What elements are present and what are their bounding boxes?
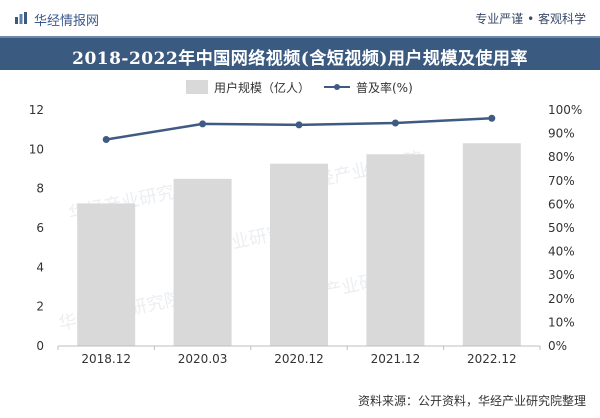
chart-axes: 2018.12 2020.03 2020.12 2021.12 2022.12 0 2 4 6 8… bbox=[29, 103, 583, 366]
slogan: 专业严谨 • 客观科学 bbox=[475, 12, 586, 26]
x-tick-label: 2020.12 bbox=[274, 352, 324, 366]
y-right-tick-label: 100% bbox=[548, 103, 582, 117]
y-right-tick-label: 50% bbox=[548, 221, 575, 235]
y-left-tick-label: 10 bbox=[29, 142, 44, 156]
rate-point-2021.12 bbox=[391, 119, 399, 127]
y-right-tick-label: 30% bbox=[548, 268, 575, 282]
y-left-tick-label: 0 bbox=[36, 339, 44, 353]
chart-legend: 用户规模（亿人） 普及率(%) bbox=[186, 80, 413, 95]
rate-point-2020.03 bbox=[199, 120, 207, 128]
y-right-tick-label: 0% bbox=[548, 339, 567, 353]
rate-point-2018.12 bbox=[102, 136, 110, 143]
bar-2021.12 bbox=[366, 154, 425, 346]
bar-series bbox=[77, 143, 521, 346]
y-left-tick-label: 6 bbox=[36, 221, 44, 235]
legend-line-label: 普及率(%) bbox=[356, 80, 413, 95]
bar-2022.12 bbox=[462, 143, 521, 346]
chart-title: 2018-2022年中国网络视频(含短视频)用户规模及使用率 bbox=[72, 49, 528, 69]
y-right-tick-label: 90% bbox=[548, 127, 575, 141]
line-series bbox=[102, 114, 496, 143]
y-left-tick-label: 2 bbox=[36, 300, 44, 314]
combo-chart: 华经产业研究院华经产业研究院华经产业研究院华经产业研究院华经产业研究院 用户规模… bbox=[29, 80, 583, 366]
bar-2020.12 bbox=[270, 163, 328, 346]
y-right-tick-label: 20% bbox=[548, 292, 575, 306]
x-tick-label: 2018.12 bbox=[81, 352, 131, 366]
y-left-tick-label: 8 bbox=[36, 182, 44, 196]
y-right-tick-label: 70% bbox=[548, 174, 575, 188]
y-left-tick-label: 12 bbox=[29, 103, 44, 117]
legend-bar-label: 用户规模（亿人） bbox=[214, 80, 310, 95]
rate-point-2022.12 bbox=[488, 114, 496, 122]
title-bar: 2018-2022年中国网络视频(含短视频)用户规模及使用率 bbox=[0, 36, 600, 70]
bar-2018.12 bbox=[77, 203, 136, 346]
legend-bar-swatch bbox=[186, 80, 208, 94]
header-bar: 华经情报网 专业严谨 • 客观科学 bbox=[0, 0, 600, 36]
bar-2020.03 bbox=[173, 178, 232, 346]
y-right-tick-label: 80% bbox=[548, 150, 575, 164]
y-left-tick-label: 4 bbox=[36, 260, 44, 274]
rate-point-2020.12 bbox=[295, 121, 303, 129]
y-right-tick-label: 10% bbox=[548, 315, 575, 329]
y-right-tick-label: 40% bbox=[548, 245, 575, 259]
brand-name: 华经情报网 bbox=[34, 14, 100, 29]
logo-icon bbox=[15, 12, 27, 24]
legend-line-marker bbox=[334, 84, 340, 90]
x-tick-label: 2021.12 bbox=[371, 352, 421, 366]
x-tick-label: 2020.03 bbox=[178, 352, 228, 366]
y-right-tick-label: 60% bbox=[548, 197, 575, 211]
source-note: 资料来源：公开资料，华经产业研究院整理 bbox=[357, 394, 586, 408]
x-tick-label: 2022.12 bbox=[467, 352, 517, 366]
